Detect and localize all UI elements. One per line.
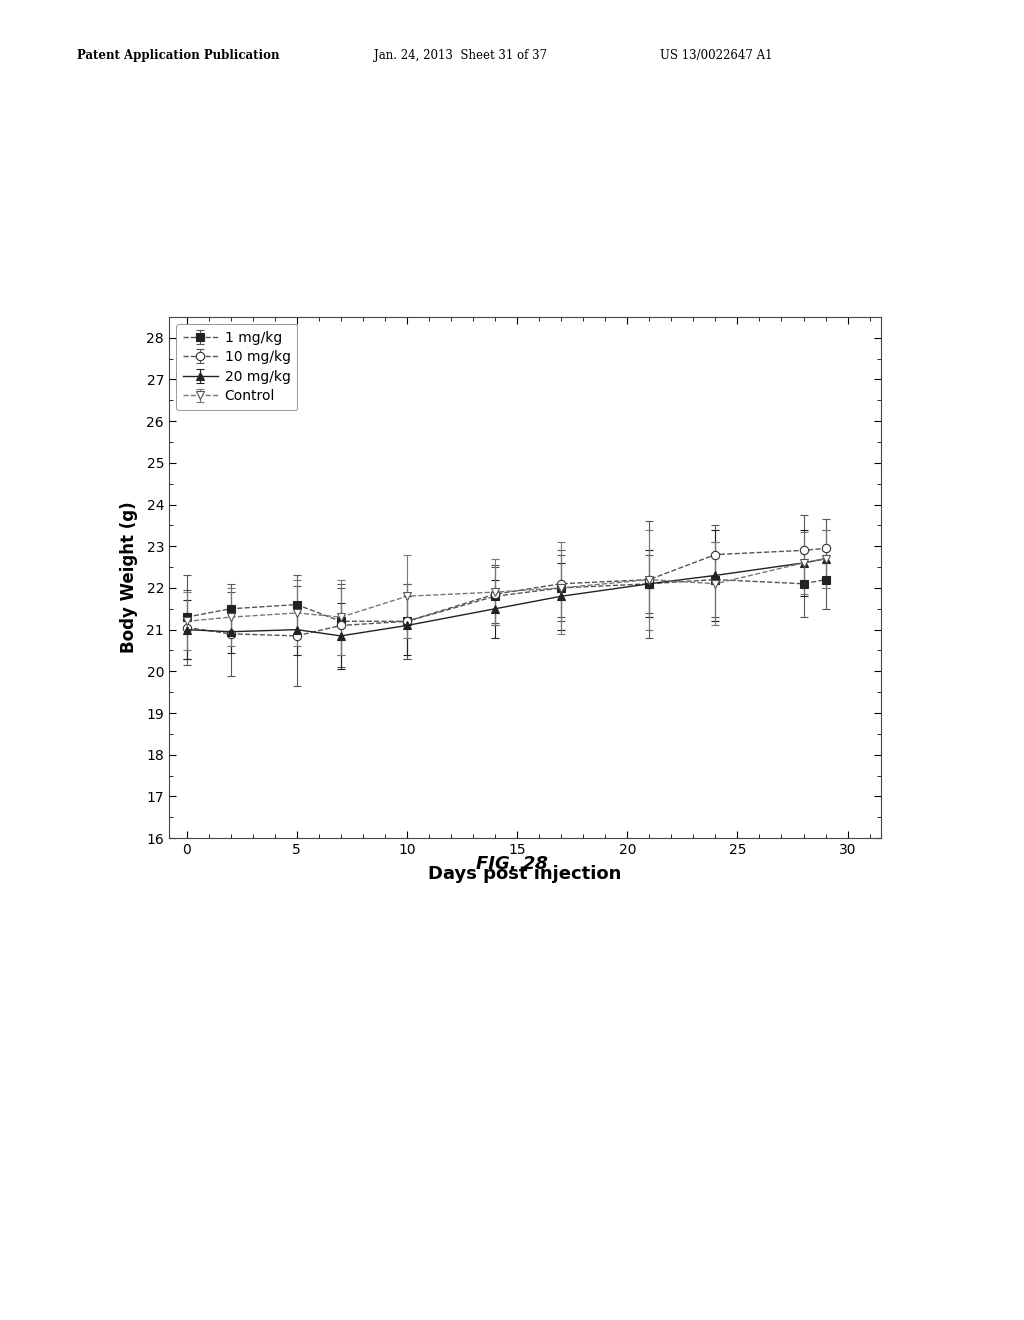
Text: FIG. 28: FIG. 28 bbox=[476, 855, 548, 874]
X-axis label: Days post injection: Days post injection bbox=[428, 866, 622, 883]
Text: Jan. 24, 2013  Sheet 31 of 37: Jan. 24, 2013 Sheet 31 of 37 bbox=[374, 49, 547, 62]
Text: US 13/0022647 A1: US 13/0022647 A1 bbox=[660, 49, 773, 62]
Text: Patent Application Publication: Patent Application Publication bbox=[77, 49, 280, 62]
Y-axis label: Body Weight (g): Body Weight (g) bbox=[120, 502, 138, 653]
Legend: 1 mg/kg, 10 mg/kg, 20 mg/kg, Control: 1 mg/kg, 10 mg/kg, 20 mg/kg, Control bbox=[176, 323, 297, 411]
